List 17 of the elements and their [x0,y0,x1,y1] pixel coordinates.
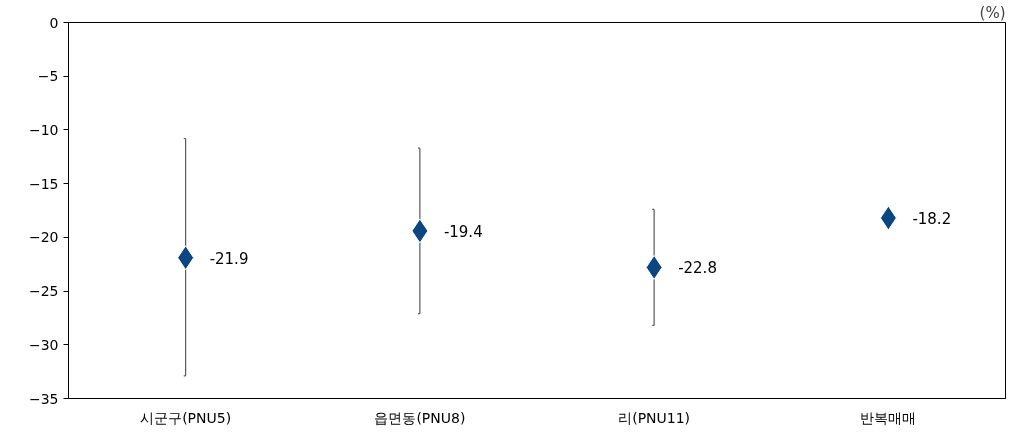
y-tick-label: −35 [28,390,59,407]
y-axis-title: (%) [979,3,1006,22]
y-tick-label: −30 [28,336,59,353]
x-tick-label: 시군구(PNU5) [140,409,232,426]
y-tick-label: 0 [49,14,59,31]
y-tick-label: −5 [37,68,59,85]
x-tick-label: 반복매매 [860,409,917,426]
x-tick-label: 읍면동(PNU8) [374,409,466,426]
y-tick-label: −25 [28,283,59,300]
y-tick-label: −15 [28,175,59,192]
data-label: -19.4 [443,222,483,241]
x-tick-label: 리(PNU11) [618,409,691,426]
data-label: -22.8 [678,259,717,278]
data-label: -21.9 [209,249,249,268]
y-tick-label: −10 [28,121,59,138]
data-label: -18.2 [912,210,952,229]
y-tick-label: −20 [28,229,59,246]
